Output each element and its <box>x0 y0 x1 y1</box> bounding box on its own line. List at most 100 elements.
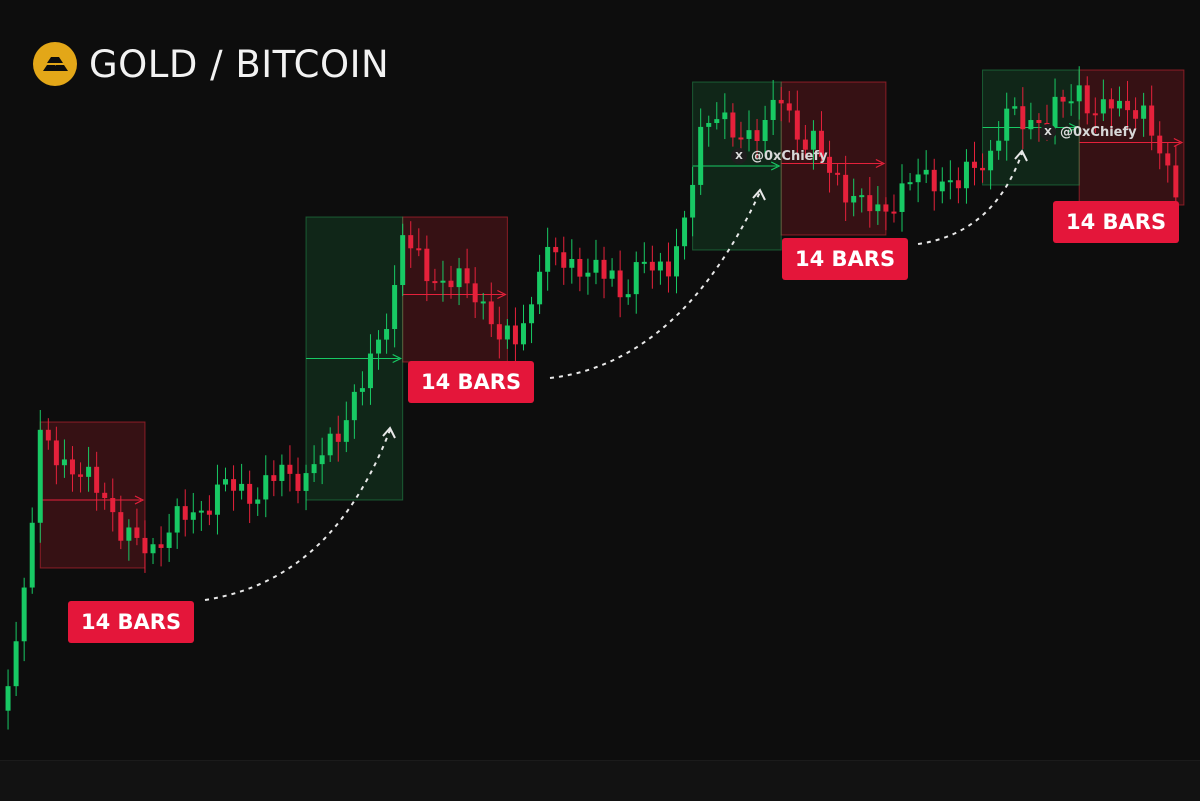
candle-body <box>939 181 945 192</box>
candle-body <box>53 440 59 466</box>
candle-body <box>1068 101 1074 104</box>
candle-body <box>738 137 744 140</box>
candle-body <box>617 270 623 298</box>
candle-body <box>875 204 881 212</box>
candle-body <box>488 301 494 325</box>
candle-body <box>319 455 325 465</box>
candle-body <box>835 172 841 175</box>
candle-body <box>239 483 245 491</box>
candle-body <box>496 324 502 340</box>
candle-body <box>150 544 156 554</box>
cycle-arrow-1 <box>204 429 391 601</box>
candle-body <box>641 261 647 264</box>
candle-body <box>1028 120 1034 130</box>
candle-body <box>827 156 833 173</box>
candle-body <box>859 195 865 198</box>
candle-body <box>980 167 986 171</box>
candle-body <box>770 99 776 120</box>
candle-body <box>367 353 373 389</box>
zone-arrow-head-5 <box>770 161 781 171</box>
candle-body <box>714 119 720 124</box>
candle-body <box>464 268 470 284</box>
candle-body <box>351 391 357 421</box>
candle-body <box>45 429 51 441</box>
cycle-arrow-3 <box>917 152 1023 245</box>
candle-body <box>883 204 889 212</box>
candle-body <box>359 388 365 392</box>
candle-body <box>5 686 11 711</box>
candle-body <box>762 119 768 142</box>
cycle-arrow-head-1 <box>382 426 396 439</box>
candle-body <box>335 433 341 442</box>
candle-body <box>198 510 204 513</box>
candle-body <box>94 466 100 493</box>
candle-body <box>1100 99 1106 114</box>
candle-body <box>545 246 551 272</box>
candle-body <box>384 329 390 340</box>
candle-body <box>633 262 639 295</box>
zone-arrow-head-3 <box>1173 137 1184 148</box>
candle-body <box>424 248 430 282</box>
watermark-2: X @0xChiefy <box>1040 124 1137 140</box>
candle-body <box>376 339 382 354</box>
candle-body <box>690 184 696 218</box>
candle-body <box>311 464 317 474</box>
candle-body <box>1108 99 1114 109</box>
candle-body <box>794 110 800 140</box>
candle-body <box>13 641 19 687</box>
candle-body <box>78 474 84 477</box>
candle-body <box>142 537 148 554</box>
bars-badge-4: 14 BARS <box>1053 201 1180 243</box>
candle-body <box>118 512 124 541</box>
candle-body <box>456 268 462 288</box>
candle-body <box>520 323 526 345</box>
candle-body <box>810 130 816 150</box>
candle-body <box>126 527 132 541</box>
zone-arrow-head-1 <box>497 289 507 300</box>
bars-badge-2: 14 BARS <box>408 361 535 403</box>
candle-body <box>730 112 736 138</box>
candle-body <box>786 103 792 111</box>
candle-body <box>295 473 301 491</box>
candle-body <box>1020 106 1026 130</box>
candle-body <box>593 259 599 273</box>
candle-body <box>706 123 712 127</box>
candle-body <box>553 246 559 253</box>
candle-body <box>1012 106 1018 109</box>
candle-body <box>899 183 905 212</box>
candle-body <box>1060 96 1066 102</box>
candle-body <box>504 325 510 340</box>
candle-body <box>1052 96 1058 128</box>
candle-body <box>512 325 518 345</box>
watermark-handle: @0xChiefy <box>751 148 828 164</box>
candle-body <box>947 180 953 183</box>
candle-body <box>1116 100 1122 109</box>
chart-header: GOLD / BITCOIN <box>33 42 389 86</box>
candle-body <box>665 261 671 277</box>
candle-body <box>1036 120 1042 124</box>
zone-arrow-head-4 <box>392 353 403 364</box>
x-logo-icon: X <box>731 148 747 164</box>
candle-body <box>174 506 180 533</box>
candle-body <box>21 587 27 642</box>
candle-body <box>963 161 969 189</box>
candle-body <box>722 112 728 120</box>
candle-body <box>843 174 849 203</box>
candle-body <box>86 466 92 477</box>
candle-body <box>1165 153 1171 166</box>
candle-body <box>263 475 269 500</box>
candle-body <box>448 280 454 288</box>
candle-body <box>649 261 655 271</box>
candle-body <box>214 484 220 515</box>
candle-body <box>182 506 188 520</box>
candle-body <box>754 130 760 142</box>
candle-body <box>561 252 567 268</box>
candle-body <box>255 499 261 504</box>
candle-body <box>69 459 75 475</box>
candle-body <box>247 483 253 504</box>
zone-arrow-head-6 <box>1068 122 1079 133</box>
x-logo-icon: X <box>1040 124 1056 140</box>
candle-body <box>432 281 438 284</box>
candle-body <box>601 259 607 279</box>
candle-body <box>996 140 1002 151</box>
